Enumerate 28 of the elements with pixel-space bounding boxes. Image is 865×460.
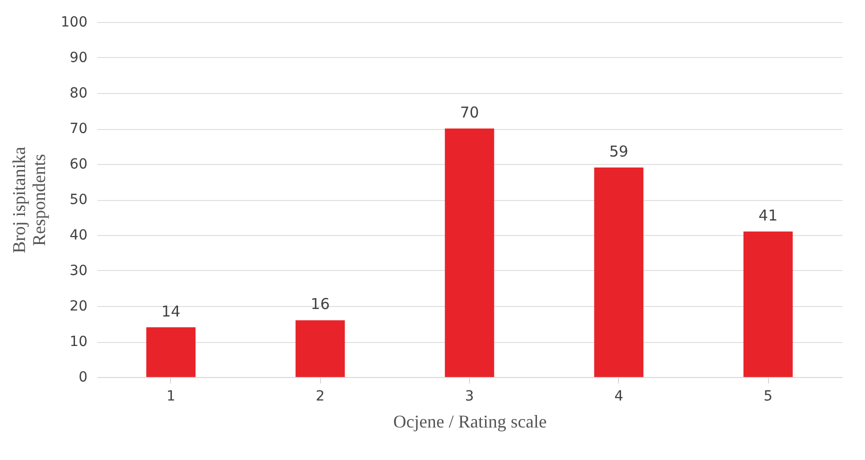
y-tick-label: 100 (60, 14, 88, 30)
y-tick-label: 60 (70, 156, 88, 172)
y-tick-label: 40 (70, 228, 88, 244)
data-label: 14 (161, 302, 180, 320)
bar (146, 327, 196, 377)
bar (444, 128, 494, 377)
bar (594, 168, 644, 377)
x-tick-label: 3 (465, 388, 474, 404)
data-label: 70 (460, 104, 480, 122)
y-tick-label: 20 (70, 298, 88, 314)
data-label: 41 (758, 206, 778, 224)
y-tick-label: 0 (78, 370, 88, 386)
x-tick-label: 1 (166, 388, 176, 404)
y-tick-label: 50 (70, 192, 88, 208)
data-label: 59 (609, 142, 628, 161)
bar (743, 231, 793, 377)
x-tick-label: 2 (316, 388, 325, 404)
y-tick-label: 80 (70, 86, 88, 102)
y-tick-label: 70 (70, 121, 88, 137)
y-tick-label: 30 (70, 263, 88, 279)
x-tick-label: 4 (614, 388, 624, 404)
y-axis-title: Broj ispitanika Respondents (8, 146, 49, 254)
x-axis-title: Ocjene / Rating scale (393, 412, 547, 432)
bar (296, 320, 345, 377)
y-tick-label: 90 (70, 50, 88, 66)
y-tick-label: 10 (70, 334, 88, 350)
data-label: 16 (310, 295, 330, 314)
x-tick-label: 5 (764, 388, 773, 404)
